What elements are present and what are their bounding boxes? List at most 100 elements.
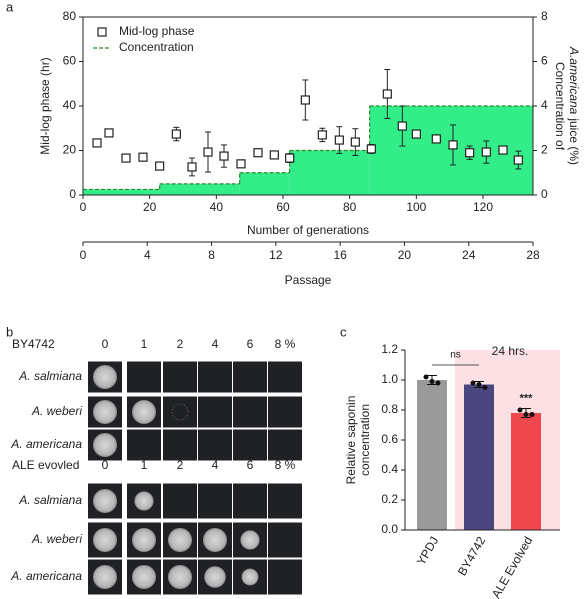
plate-cell xyxy=(233,429,267,461)
species-label: A. salmiana xyxy=(18,493,82,507)
data-point xyxy=(92,138,102,148)
species-label: A. salmiana xyxy=(18,369,82,383)
dilution-label: 2 xyxy=(177,458,184,472)
replicate-point xyxy=(529,412,535,417)
y2-tick-label: 6 xyxy=(541,54,548,68)
colony xyxy=(93,433,117,457)
colony xyxy=(132,528,156,552)
data-point xyxy=(411,129,421,139)
bar xyxy=(464,384,494,530)
significance-label: *** xyxy=(520,392,534,404)
dilution-label: 6 xyxy=(247,337,254,351)
y-tick-label: 0.4 xyxy=(381,462,398,476)
x-tick-label: 0 xyxy=(80,200,87,214)
replicate-point xyxy=(423,374,429,380)
data-point xyxy=(448,140,458,150)
replicate-point xyxy=(476,382,482,387)
legend-marker xyxy=(97,27,107,37)
x2-tick-label: 20 xyxy=(398,248,412,262)
dilution-label: 0 xyxy=(102,337,109,351)
bar xyxy=(511,413,541,530)
plate-cell xyxy=(268,522,302,558)
y-axis-label: Relative saponin xyxy=(344,396,358,485)
colony xyxy=(168,528,192,552)
x2-tick-label: 4 xyxy=(144,248,151,262)
data-point xyxy=(121,153,131,163)
plate-cell xyxy=(163,361,197,393)
plate-cell xyxy=(198,361,232,393)
x-axis-label: Number of generations xyxy=(247,223,369,237)
species-label: A. americana xyxy=(10,569,82,583)
plate-cell xyxy=(268,429,302,461)
x-tick-label: ALE Evolved xyxy=(489,534,535,599)
x-tick-label: 60 xyxy=(276,200,290,214)
data-point xyxy=(481,147,491,157)
x2-tick-label: 8 xyxy=(208,248,215,262)
dilution-label: 1 xyxy=(141,458,148,472)
data-point xyxy=(382,89,392,99)
colony xyxy=(134,491,154,511)
data-point xyxy=(431,134,441,144)
data-point xyxy=(350,137,360,147)
replicate-point xyxy=(517,407,523,413)
data-point xyxy=(203,147,213,157)
y2-axis-label: A.americana juice (%) xyxy=(567,46,581,165)
plate-cell xyxy=(163,483,197,519)
legend-label: Mid-log phase xyxy=(119,24,195,38)
colony xyxy=(241,568,259,586)
plate-cell xyxy=(268,396,302,428)
y-tick-label: 1.0 xyxy=(381,372,398,386)
x-tick-label: 20 xyxy=(143,200,157,214)
x2-tick-label: 24 xyxy=(462,248,476,262)
plate-cell xyxy=(233,361,267,393)
species-label: A. weberi xyxy=(31,532,82,546)
y-tick-label: 60 xyxy=(63,54,77,68)
y2-tick-label: 2 xyxy=(541,143,548,157)
y-tick-label: 0 xyxy=(69,187,76,201)
plate-cell xyxy=(127,361,161,393)
data-point xyxy=(171,129,181,139)
x2-axis-label: Passage xyxy=(285,273,332,287)
data-point xyxy=(366,144,376,154)
colony xyxy=(132,400,156,424)
y-tick-label: 40 xyxy=(63,98,77,112)
colony xyxy=(203,528,227,552)
colony xyxy=(240,530,260,550)
y2-axis-label-unit: juice (%) xyxy=(567,117,581,165)
y-tick-label: 80 xyxy=(63,9,77,23)
concentration-area xyxy=(159,183,240,195)
dilution-label: 4 xyxy=(212,337,219,351)
plate-cell xyxy=(268,559,302,595)
replicate-point xyxy=(470,380,476,386)
data-point xyxy=(317,130,327,140)
y-tick-label: 0.6 xyxy=(381,432,398,446)
data-point xyxy=(498,145,508,155)
panel-label: a xyxy=(6,0,14,14)
dilution-label: 0 xyxy=(102,458,109,472)
x2-tick-label: 16 xyxy=(333,248,347,262)
concentration-area xyxy=(369,106,533,195)
replicate-point xyxy=(523,412,529,417)
plate-cell xyxy=(163,429,197,461)
colony xyxy=(93,489,117,513)
data-point xyxy=(285,153,295,163)
y2-axis-label: Concentration of xyxy=(553,62,567,151)
data-point xyxy=(334,135,344,145)
plate-cell xyxy=(233,483,267,519)
data-point xyxy=(219,151,229,161)
colony xyxy=(168,565,192,589)
y-tick-label: 0.2 xyxy=(381,492,398,506)
dilution-label: 1 xyxy=(141,337,148,351)
dilution-label: 8 % xyxy=(275,337,296,351)
x2-tick-label: 0 xyxy=(80,248,87,262)
replicate-point xyxy=(435,380,441,386)
concentration-area xyxy=(239,172,290,195)
time-label: 24 hrs. xyxy=(492,344,529,358)
plate-cell xyxy=(233,396,267,428)
y-tick-label: 20 xyxy=(63,143,77,157)
strain-label: ALE evovled xyxy=(12,458,79,472)
x-tick-label: YPDJ xyxy=(414,534,441,568)
data-point xyxy=(513,155,523,165)
dilution-label: 8 % xyxy=(275,458,296,472)
